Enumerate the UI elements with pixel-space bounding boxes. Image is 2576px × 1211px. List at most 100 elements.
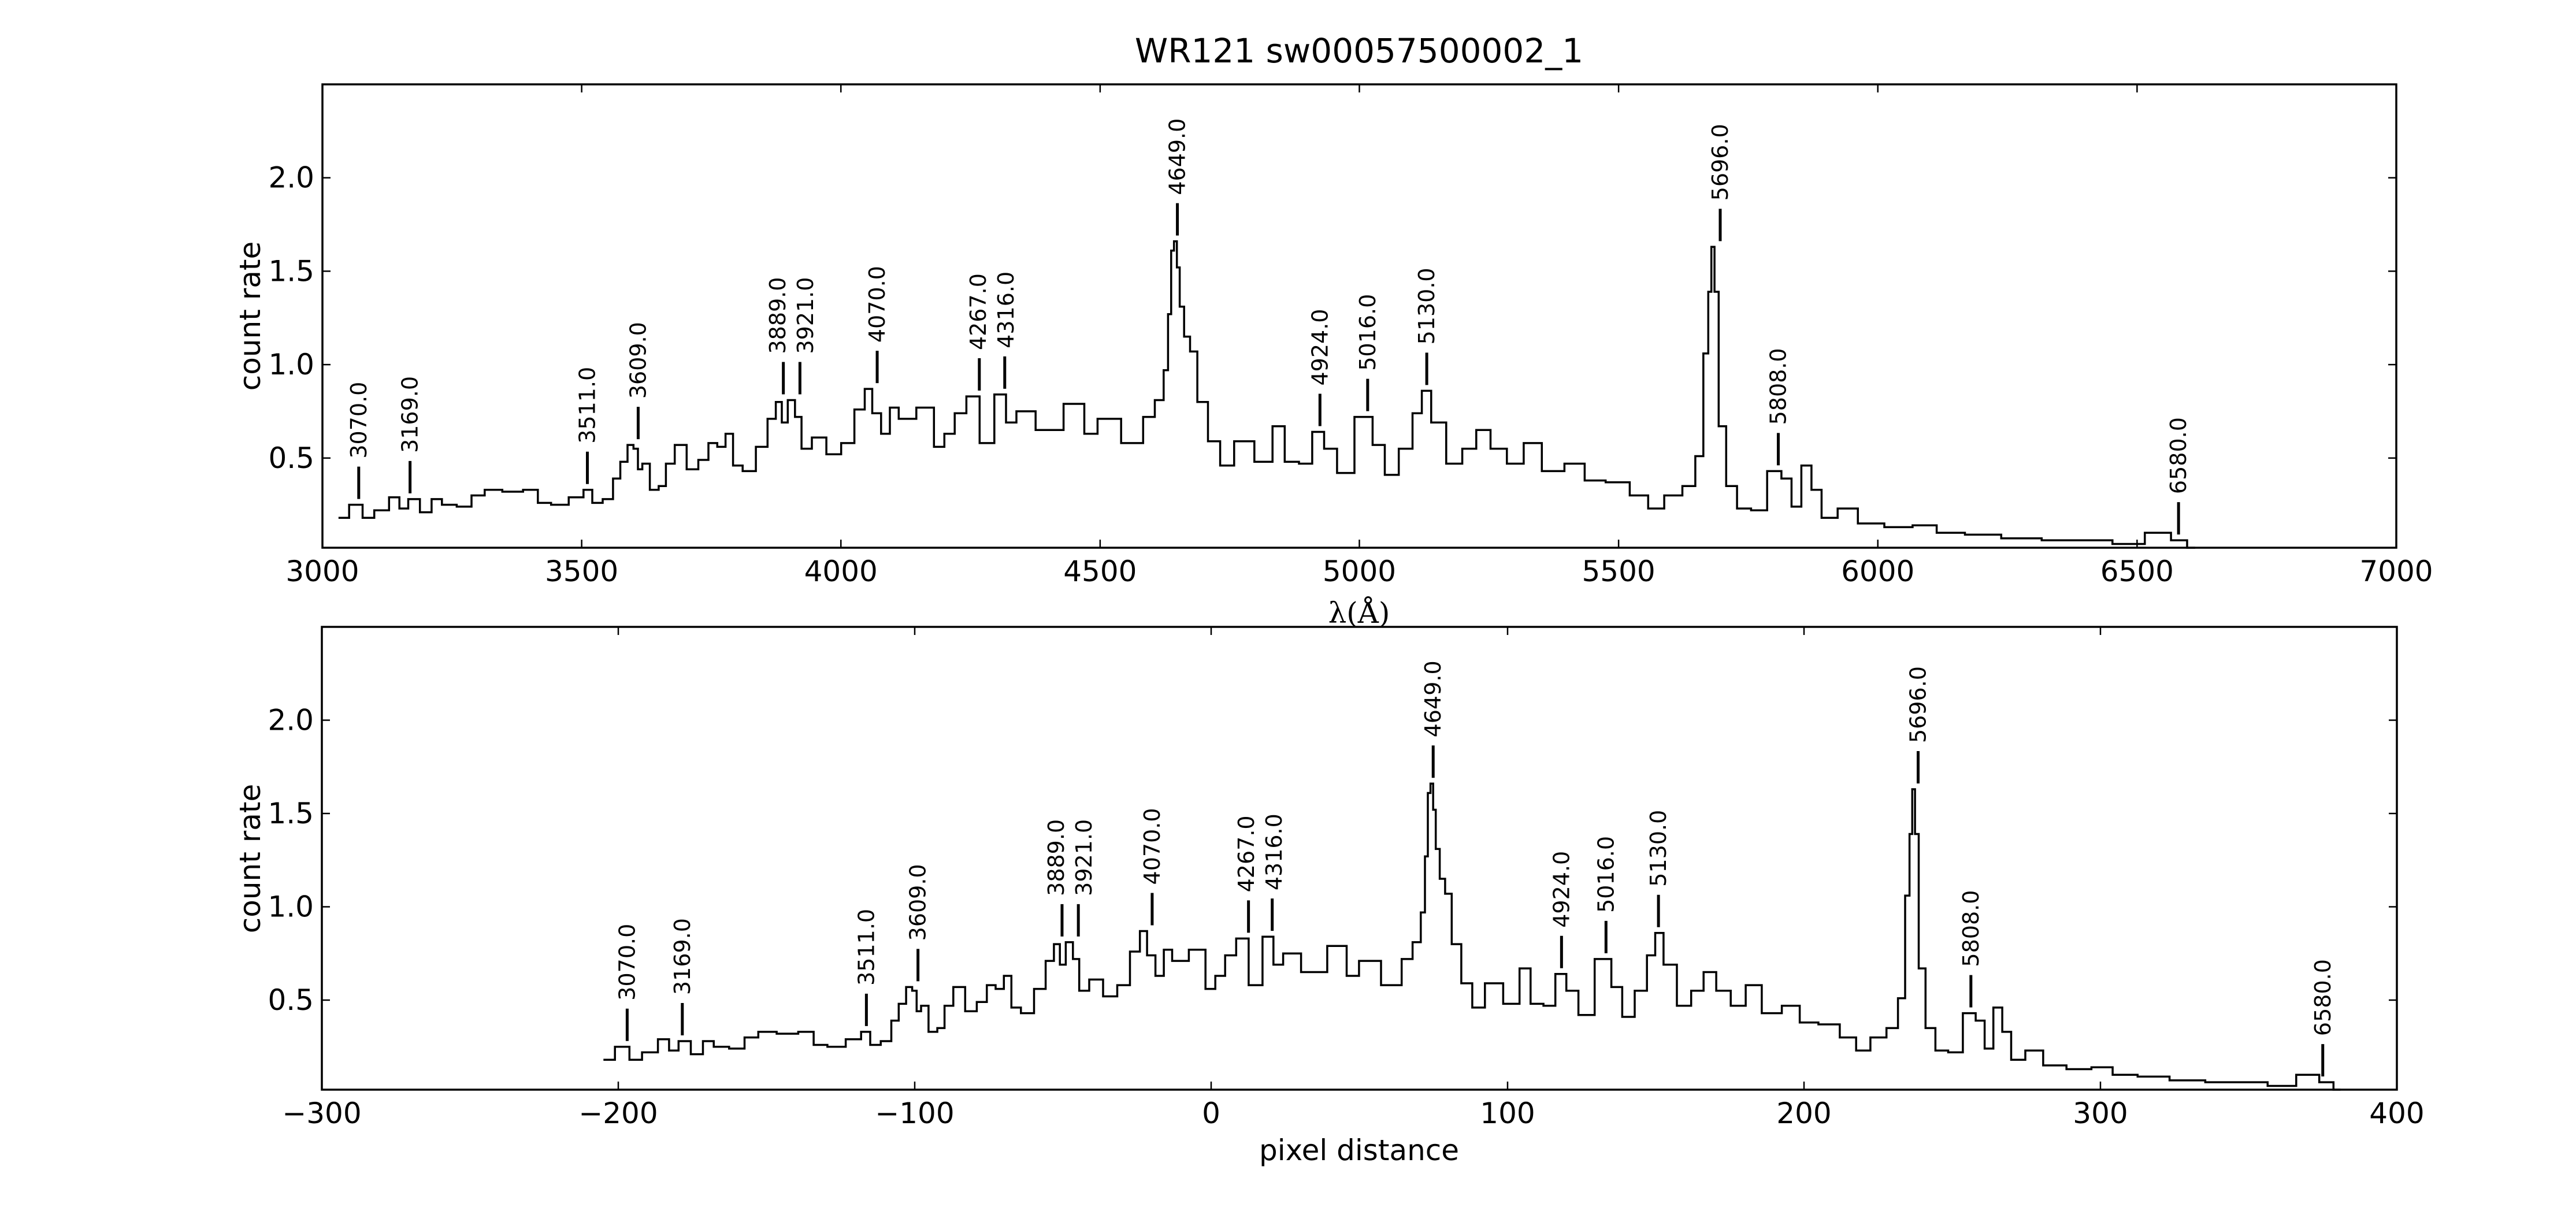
line-label: 4924.0	[1549, 851, 1574, 928]
line-label: 6580.0	[2310, 959, 2336, 1036]
line-label: 5696.0	[1906, 666, 1931, 743]
line-marker-5808.0: 5808.0	[1765, 348, 1791, 466]
line-marker-5696.0: 5696.0	[1708, 124, 1733, 242]
line-marker-3169.0: 3169.0	[398, 376, 423, 493]
line-marker-3070.0: 3070.0	[346, 382, 372, 499]
line-label: 3609.0	[625, 322, 651, 399]
line-label: 3889.0	[765, 277, 790, 354]
x-tick-label: 0	[1202, 1097, 1220, 1130]
x-tick-label: 4000	[804, 555, 878, 588]
x-tick-label: 100	[1480, 1097, 1535, 1130]
line-label: 5130.0	[1414, 268, 1439, 344]
line-marker-5016.0: 5016.0	[1355, 294, 1380, 411]
line-label: 3921.0	[1071, 819, 1097, 896]
y-tick-label: 2.0	[268, 161, 314, 195]
line-label: 5696.0	[1708, 124, 1733, 200]
bottom-axes-pixel: 3070.0 3169.0 3511.0 3609.0 3889.0 3921.0 4070…	[268, 626, 2425, 1130]
line-label: 5016.0	[1593, 836, 1619, 913]
line-marker-3169.0: 3169.0	[670, 918, 695, 1036]
line-label: 5808.0	[1765, 348, 1791, 425]
line-label: 4316.0	[1261, 813, 1287, 890]
line-label: 3889.0	[1044, 819, 1069, 896]
y-tick-label: 1.5	[268, 797, 314, 830]
line-label: 3511.0	[853, 909, 879, 986]
x-tick-label: 6000	[1841, 555, 1914, 588]
line-marker-4267.0: 4267.0	[966, 273, 991, 391]
y-tick-label: 1.5	[268, 254, 314, 288]
line-label: 4649.0	[1165, 118, 1190, 195]
line-marker-3609.0: 3609.0	[905, 864, 931, 982]
y-tick-label: 0.5	[268, 983, 314, 1017]
line-marker-5808.0: 5808.0	[1958, 890, 1984, 1008]
line-label: 5808.0	[1958, 890, 1984, 967]
x-tick-label: 5500	[1582, 555, 1656, 588]
axes-frame	[321, 626, 2398, 1091]
line-marker-4316.0: 4316.0	[1261, 813, 1287, 931]
line-marker-3511.0: 3511.0	[574, 367, 600, 484]
line-label: 3511.0	[574, 367, 600, 444]
line-label: 3070.0	[346, 382, 372, 459]
y-tick-label: 2.0	[268, 703, 314, 737]
top-axes-wavelength: 3070.0 3169.0 3511.0 3609.0 3889.0 3921.0 4070…	[268, 83, 2433, 588]
line-marker-3070.0: 3070.0	[614, 924, 640, 1041]
line-label: 4649.0	[1420, 660, 1446, 737]
line-label: 6580.0	[2166, 417, 2191, 494]
line-marker-4924.0: 4924.0	[1307, 309, 1332, 426]
line-label: 5016.0	[1355, 294, 1380, 371]
line-marker-5016.0: 5016.0	[1593, 836, 1619, 953]
spectrum-line	[338, 240, 2195, 549]
y-axis-label-bottom: count rate	[233, 784, 267, 934]
line-label: 3169.0	[398, 376, 423, 453]
line-marker-5696.0: 5696.0	[1906, 666, 1931, 783]
line-label: 4070.0	[1139, 808, 1165, 885]
y-tick-label: 1.0	[268, 890, 314, 923]
x-tick-label: 3000	[285, 555, 359, 588]
line-label: 3169.0	[670, 918, 695, 995]
spectrum-line	[603, 782, 2341, 1091]
y-tick-label: 1.0	[268, 348, 314, 381]
line-marker-4649.0: 4649.0	[1165, 118, 1190, 236]
line-label: 5130.0	[1646, 810, 1671, 887]
x-axis-label-wavelength: λ(Å)	[1328, 596, 1390, 630]
x-tick-label: 300	[2073, 1097, 2128, 1130]
x-tick-label: 400	[2369, 1097, 2424, 1130]
x-tick-label: 4500	[1063, 555, 1137, 588]
line-marker-4267.0: 4267.0	[1234, 815, 1259, 933]
line-marker-4070.0: 4070.0	[864, 266, 890, 384]
line-label: 3609.0	[905, 864, 931, 941]
line-marker-4924.0: 4924.0	[1549, 851, 1574, 968]
line-marker-6580.0: 6580.0	[2166, 417, 2191, 535]
x-tick-label: −300	[282, 1097, 361, 1130]
line-marker-3921.0: 3921.0	[793, 277, 818, 395]
line-label: 4267.0	[1234, 815, 1259, 892]
line-marker-3511.0: 3511.0	[853, 909, 879, 1026]
line-marker-3889.0: 3889.0	[765, 277, 790, 395]
line-label: 4924.0	[1307, 309, 1332, 386]
line-marker-4316.0: 4316.0	[993, 272, 1019, 389]
x-tick-label: 3500	[545, 555, 618, 588]
line-label: 3921.0	[793, 277, 818, 354]
line-label: 4316.0	[993, 272, 1019, 348]
x-tick-label: 7000	[2359, 555, 2433, 588]
chart-title: WR121 sw00057500002_1	[1135, 31, 1583, 70]
line-marker-6580.0: 6580.0	[2310, 959, 2336, 1077]
line-label: 3070.0	[614, 924, 640, 1001]
line-marker-3921.0: 3921.0	[1071, 819, 1097, 937]
line-label: 4267.0	[966, 273, 991, 350]
x-tick-label: −200	[578, 1097, 658, 1130]
y-tick-label: 0.5	[268, 441, 314, 475]
line-marker-5130.0: 5130.0	[1414, 268, 1439, 385]
x-tick-label: −100	[875, 1097, 954, 1130]
x-tick-label: 200	[1776, 1097, 1831, 1130]
x-axis-label-pixel: pixel distance	[1259, 1134, 1459, 1167]
line-marker-5130.0: 5130.0	[1646, 810, 1671, 927]
line-label: 4070.0	[864, 266, 890, 343]
line-marker-4649.0: 4649.0	[1420, 660, 1446, 778]
line-marker-3889.0: 3889.0	[1044, 819, 1069, 937]
line-marker-3609.0: 3609.0	[625, 322, 651, 440]
line-marker-4070.0: 4070.0	[1139, 808, 1165, 926]
x-tick-label: 5000	[1323, 555, 1396, 588]
y-axis-label-top: count rate	[233, 242, 267, 391]
x-tick-label: 6500	[2100, 555, 2174, 588]
